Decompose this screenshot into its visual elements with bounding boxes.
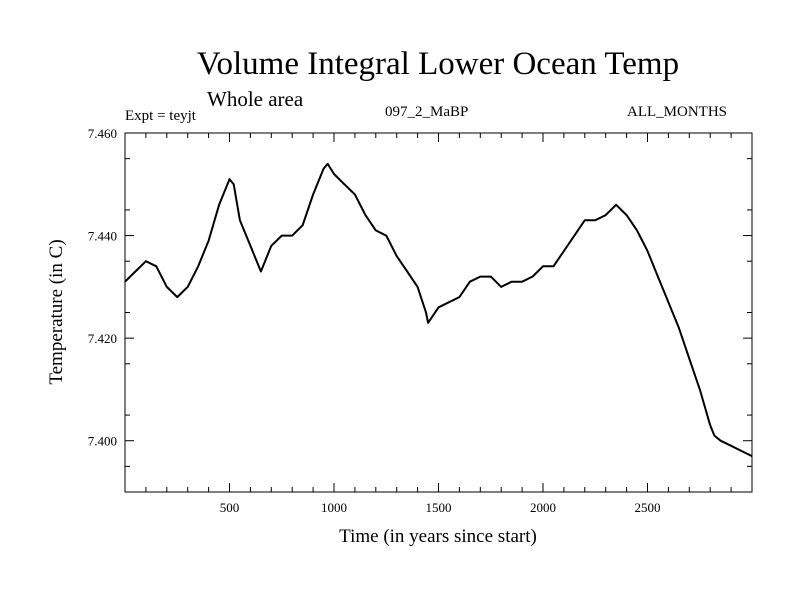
series-layer — [124, 162, 753, 457]
x-tick-labels: 500 1000 1500 2000 2500 — [220, 500, 661, 515]
x-tick-label: 1500 — [426, 500, 452, 515]
x-tick-label: 2500 — [635, 500, 661, 515]
x-axis-title: Time (in years since start) — [339, 526, 537, 547]
chart-subtitle: Whole area — [207, 87, 304, 111]
x-tick-label: 500 — [220, 500, 240, 515]
y-tick-labels: 7.400 7.420 7.440 7.460 — [88, 126, 117, 449]
x-tick-label: 1000 — [321, 500, 347, 515]
y-tick-label: 7.440 — [88, 229, 117, 244]
y-axis-title: Temperature (in C) — [46, 239, 67, 384]
chart-title: Volume Integral Lower Ocean Temp — [196, 46, 680, 82]
y-tick-label: 7.420 — [88, 331, 117, 346]
series-line — [124, 162, 753, 457]
x-tick-label: 2000 — [530, 500, 556, 515]
tick-marks — [125, 132, 752, 492]
y-tick-label: 7.460 — [88, 126, 117, 141]
y-tick-label: 7.400 — [88, 434, 117, 449]
months-label: ALL_MONTHS — [627, 104, 727, 120]
run-label: 097_2_MaBP — [385, 104, 469, 120]
plot-frame — [124, 132, 753, 493]
experiment-label: Expt = teyjt — [125, 108, 196, 124]
